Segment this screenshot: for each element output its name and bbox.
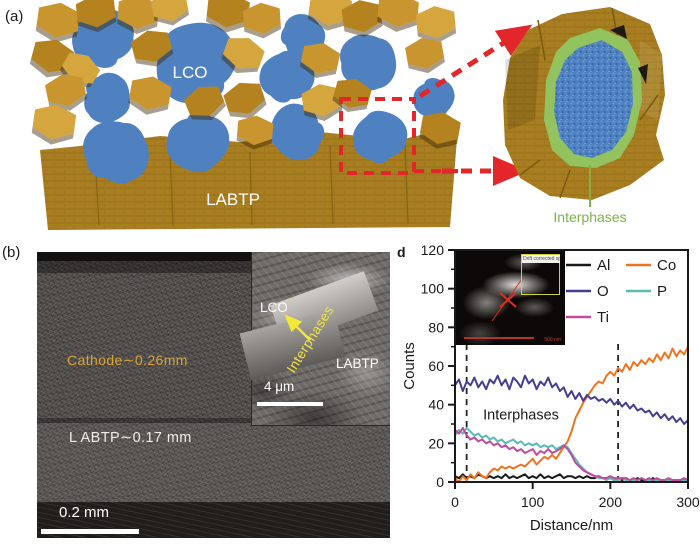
legend-label-Ti: Ti: [597, 309, 609, 326]
panel-a-schematic: LCO LABTP Interphases: [27, 0, 665, 230]
legend-label-Co: Co: [657, 257, 676, 274]
series-Ti: [454, 426, 689, 482]
scale-bar-label: 0.2 mm: [59, 504, 110, 521]
zoomed-particle: [503, 7, 665, 207]
interphases-label: Interphases: [553, 209, 626, 225]
y-tick-label: 60: [428, 358, 444, 374]
interphases-arrow: [284, 314, 311, 341]
panel-b-sem-image: Cathode∼0.26mm L ABTP∼0.17 mm 0.2 mm LCO…: [37, 252, 390, 538]
x-tick-label: 300: [676, 494, 700, 510]
sem-top-dark-band: [37, 252, 390, 261]
eds-linescan-chart: 0 20 40 60 80 100 120 0 100 200 300 Distance/nm Coun…: [401, 242, 700, 534]
y-tick-label: 80: [428, 319, 444, 335]
drift-correction-box: Drift corrected spect: [521, 254, 560, 295]
y-axis-label: Counts: [401, 342, 418, 390]
inset-labtp-label: LABTP: [336, 356, 379, 371]
drift-correction-label: Drift corrected spect: [522, 255, 560, 263]
inset-lco-label: LCO: [260, 300, 288, 315]
y-tick-label: 120: [421, 242, 445, 258]
y-tick-label: 20: [428, 435, 444, 451]
panel-a-label: (a): [5, 8, 24, 25]
legend-label-P: P: [657, 283, 667, 300]
panel-d-label: d: [397, 244, 406, 260]
panel-b-label: (b): [2, 244, 21, 261]
series-P: [454, 426, 688, 482]
x-tick-label: 100: [521, 494, 545, 510]
cathode-labtp-interface: [37, 418, 390, 423]
scale-bar: [41, 529, 139, 534]
labtp-label: LABTP: [206, 190, 260, 209]
x-axis-label: Distance/nm: [530, 517, 613, 534]
sem-inset-closeup: LCO Interphases LABTP 4 μm: [251, 252, 390, 426]
inset-arrow-layer: [284, 314, 311, 341]
lco-label: LCO: [173, 63, 208, 82]
zoomed-lco-core: [554, 40, 633, 158]
labtp-thickness-label: L ABTP∼0.17 mm: [69, 430, 192, 446]
zoom-arrow-upper: [418, 24, 533, 99]
chart-stem-inset: Drift corrected spect 500 nm: [456, 251, 565, 345]
series-O: [454, 374, 689, 425]
cathode-thickness-label: Cathode∼0.26mm: [67, 352, 188, 368]
x-tick-label: 0: [451, 494, 459, 510]
y-tick-label: 100: [421, 281, 445, 297]
labtp-layer-band: [37, 423, 390, 502]
series-Co: [454, 346, 689, 483]
panel-d-chart: 0 20 40 60 80 100 120 0 100 200 300 Distance/nm Coun…: [400, 240, 700, 545]
inset-scale-bar-label: 4 μm: [264, 379, 295, 394]
x-tick-label: 200: [599, 494, 623, 510]
inset-scale-bar: [257, 402, 323, 406]
legend-label-Al: Al: [597, 257, 610, 274]
stem-scale-bar-label: 500 nm: [544, 337, 561, 343]
highlight-dashed-box: [339, 97, 416, 175]
linescan-cross-2: [499, 292, 517, 308]
y-tick-label: 0: [436, 474, 444, 490]
sem-bottom-dark-band: [37, 502, 390, 538]
y-tick-label: 40: [428, 397, 444, 413]
stem-inset-marks: [464, 278, 534, 339]
legend-label-O: O: [597, 283, 609, 300]
chart-annotation-interphases: Interphases: [483, 407, 559, 423]
